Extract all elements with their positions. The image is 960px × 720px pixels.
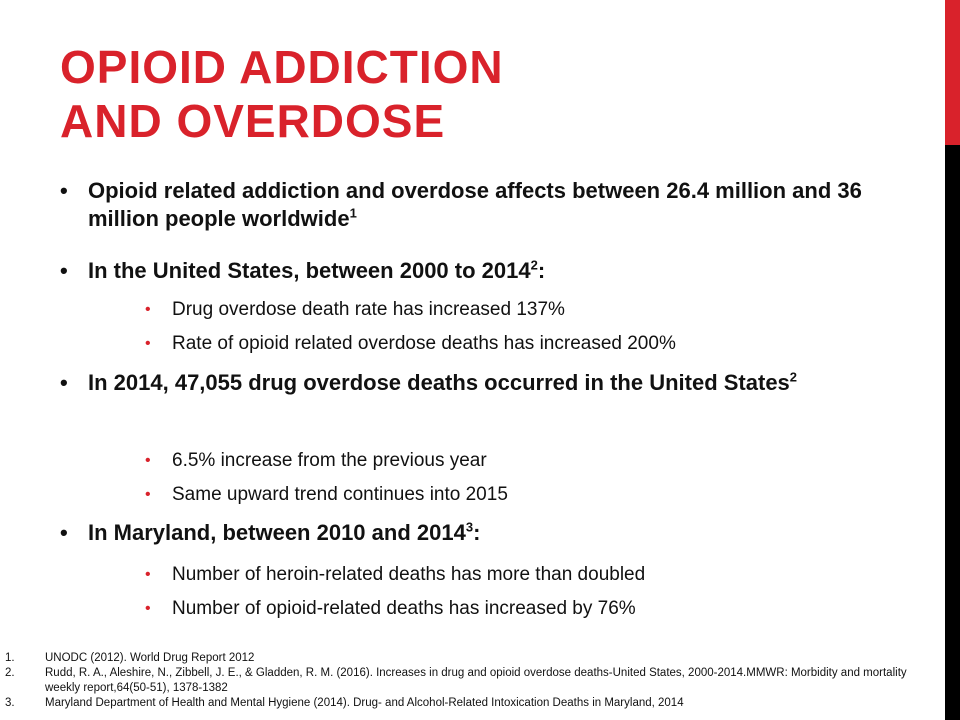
citation-sup: 1 (349, 205, 357, 221)
sub-bullet-dot: • (145, 566, 151, 583)
accent-bar-red (945, 0, 960, 145)
reference-text: UNODC (2012). World Drug Report 2012 (45, 652, 255, 664)
references: 1. UNODC (2012). World Drug Report 2012 … (0, 651, 930, 711)
bullet-text: In Maryland, between 2010 and 2014 (88, 520, 466, 545)
bullet-text: Opioid related addiction and overdose af… (88, 178, 862, 231)
bullet-tail: : (537, 258, 546, 283)
slide-title: OPIOID ADDICTION AND OVERDOSE (60, 40, 504, 148)
sub-bullet-text: Number of heroin-related deaths has more… (172, 564, 646, 585)
sub-bullet-text: Rate of opioid related overdose deaths h… (172, 333, 676, 354)
sub-bullet-increase: • 6.5% increase from the previous year (145, 449, 905, 473)
sub-bullet-text: Same upward trend continues into 2015 (172, 484, 508, 505)
sub-bullet-trend: • Same upward trend continues into 2015 (145, 483, 905, 507)
sub-bullet-text: 6.5% increase from the previous year (172, 450, 487, 471)
sub-bullet-dot: • (145, 452, 151, 469)
title-line-1: OPIOID ADDICTION (60, 41, 504, 93)
reference-number: 3. (5, 697, 15, 709)
citation-sup: 3 (465, 519, 474, 535)
reference-item: 2. Rudd, R. A., Aleshire, N., Zibbell, J… (0, 666, 930, 696)
bullet-worldwide: • Opioid related addiction and overdose … (60, 177, 880, 233)
bullet-dot: • (60, 370, 68, 395)
bullet-text: In the United States, between 2000 to 20… (88, 258, 531, 283)
sub-bullet-death-rate: • Drug overdose death rate has increased… (145, 298, 905, 322)
bullet-dot: • (60, 178, 68, 203)
sub-bullet-text: Drug overdose death rate has increased 1… (172, 299, 565, 320)
sub-bullet-dot: • (145, 600, 151, 617)
sub-bullet-dot: • (145, 486, 151, 503)
sub-bullet-opioid-rate: • Rate of opioid related overdose deaths… (145, 332, 905, 356)
reference-item: 1. UNODC (2012). World Drug Report 2012 (0, 651, 930, 666)
accent-bar-black (945, 145, 960, 720)
sub-bullet-heroin: • Number of heroin-related deaths has mo… (145, 563, 905, 587)
reference-number: 2. (5, 667, 15, 679)
citation-sup: 2 (530, 257, 538, 273)
sub-bullet-dot: • (145, 335, 151, 352)
bullet-tail: : (473, 520, 481, 545)
sub-bullet-dot: • (145, 301, 151, 318)
reference-text: Rudd, R. A., Aleshire, N., Zibbell, J. E… (45, 667, 907, 694)
reference-number: 1. (5, 652, 15, 664)
bullet-dot: • (60, 520, 68, 545)
sub-bullet-opioid-md: • Number of opioid-related deaths has in… (145, 597, 905, 621)
citation-sup: 2 (789, 369, 798, 385)
bullet-text: In 2014, 47,055 drug overdose deaths occ… (88, 370, 790, 395)
bullet-dot: • (60, 258, 68, 283)
bullet-us: • In the United States, between 2000 to … (60, 257, 880, 285)
reference-item: 3. Maryland Department of Health and Men… (0, 696, 930, 711)
bullet-2014-deaths: • In 2014, 47,055 drug overdose deaths o… (60, 369, 880, 397)
bullet-maryland: • In Maryland, between 2010 and 20143: (60, 519, 880, 547)
sub-bullet-text: Number of opioid-related deaths has incr… (172, 598, 636, 619)
title-line-2: AND OVERDOSE (60, 95, 446, 147)
reference-text: Maryland Department of Health and Mental… (45, 697, 684, 709)
